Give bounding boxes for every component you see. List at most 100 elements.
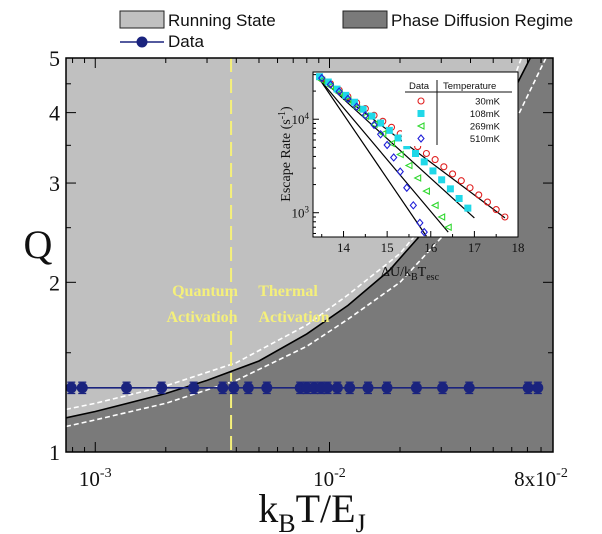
inset-points <box>316 73 509 237</box>
legend: Running State Phase Diffusion Regime Dat… <box>119 10 573 51</box>
inset-y-tick-label: 104 <box>292 111 310 127</box>
inset-point <box>404 161 413 170</box>
x-tick-label: 8x10-2 <box>514 466 568 491</box>
inset-point <box>352 102 361 112</box>
inset-point <box>440 163 448 171</box>
y-tick-label: 3 <box>49 171 60 196</box>
y-tick-label: 1 <box>49 440 60 465</box>
inset-y-tick-label: 103 <box>292 205 310 221</box>
inset-legend-marker <box>417 110 425 117</box>
inset-point <box>438 176 446 184</box>
inset-point <box>429 167 437 175</box>
fit-line <box>316 74 475 219</box>
fit-line <box>316 76 449 233</box>
data-point <box>532 381 544 395</box>
y-tick-label: 5 <box>49 46 60 71</box>
inset-point <box>422 187 430 196</box>
y-tick-label: 4 <box>49 101 60 126</box>
main-y-axis-label: Q <box>24 222 53 267</box>
annotation-thermal: Thermal <box>258 283 318 300</box>
inset-point <box>403 183 411 193</box>
inset-legend-label: 269mK <box>470 122 501 133</box>
data-point <box>261 381 273 395</box>
inset-point <box>396 150 404 159</box>
inset-x-tick-label: 14 <box>337 240 351 255</box>
data-series <box>66 381 544 395</box>
annotation-activation-t: Activation <box>258 309 329 326</box>
data-point <box>66 381 77 395</box>
inset-point <box>455 194 463 202</box>
data-point <box>242 381 254 395</box>
annotation-activation-q: Activation <box>166 309 237 326</box>
inset-point <box>412 149 419 157</box>
inset-point <box>317 73 326 83</box>
inset-x-tick-label: 16 <box>424 240 438 255</box>
data-point <box>321 381 333 395</box>
inset-point <box>409 200 418 210</box>
inset-point <box>370 120 378 130</box>
inset-point <box>501 213 509 221</box>
data-point <box>522 381 534 395</box>
inset-x-axis: 14 15 16 17 18 <box>321 231 525 255</box>
inset-x-tick-label: 17 <box>468 240 482 255</box>
inset-point <box>376 129 385 139</box>
inset-point <box>464 204 472 212</box>
inset-x-tick-label: 18 <box>512 240 525 255</box>
annotation-quantum: Quantum <box>172 283 238 300</box>
plot-frame <box>65 57 554 453</box>
phase-diffusion-region <box>66 58 553 452</box>
inset-point <box>420 227 428 237</box>
inset-point <box>335 87 343 96</box>
inset-x-tick-label: 15 <box>381 240 394 255</box>
inset-point <box>422 149 430 158</box>
inset-point <box>475 191 483 199</box>
data-point <box>437 381 449 395</box>
x-tick-label: 10-2 <box>313 466 346 491</box>
data-point <box>156 381 168 395</box>
inset-point <box>420 158 428 166</box>
inset-point <box>344 94 352 104</box>
inset-legend-label: 510mK <box>470 134 501 145</box>
inset-legend-header-data: Data <box>409 81 430 92</box>
data-point <box>331 381 343 395</box>
inset-point <box>443 223 452 232</box>
inset-point <box>361 111 370 120</box>
y-axis: 1 2 3 4 5 <box>49 46 553 465</box>
x-tick-label: 10-3 <box>79 466 112 491</box>
inset-point <box>446 185 454 193</box>
legend-swatch-phase-diffusion <box>342 10 388 29</box>
data-point <box>344 381 356 395</box>
inset-legend-marker <box>417 97 425 105</box>
inset-x-axis-label: ΔU/kBTesc <box>381 265 440 283</box>
inset-point <box>416 218 424 228</box>
inset-legend-label: 108mK <box>470 109 501 120</box>
inset-point <box>431 156 439 164</box>
inset-point <box>466 184 474 192</box>
data-point <box>362 381 374 395</box>
inset-point <box>492 206 500 214</box>
inset-point <box>437 213 446 221</box>
inset-point <box>368 112 376 120</box>
inset-legend-marker <box>416 122 425 130</box>
legend-label-running-state: Running State <box>168 11 276 30</box>
inset-point <box>377 119 385 127</box>
inset-point <box>350 98 358 106</box>
inset-y-axis-label: Escape Rate (s-1) <box>277 106 294 202</box>
y-tick-label: 2 <box>49 270 60 295</box>
inset-legend-marker <box>417 134 425 143</box>
legend-swatch-running-state <box>119 10 165 29</box>
main-x-axis-label: kBT/EJ <box>258 486 365 534</box>
inset-point <box>383 140 391 150</box>
data-point <box>217 381 229 395</box>
legend-label-phase-diffusion: Phase Diffusion Regime <box>391 11 573 30</box>
inset-point <box>430 201 439 210</box>
inset-point <box>326 80 335 89</box>
inset-point <box>387 139 396 148</box>
legend-marker-data <box>120 36 164 48</box>
x-axis: 10-3 10-2 8x10-2 <box>72 58 568 491</box>
data-point <box>121 381 133 395</box>
inset-y-axis: 103 104 <box>292 74 319 234</box>
